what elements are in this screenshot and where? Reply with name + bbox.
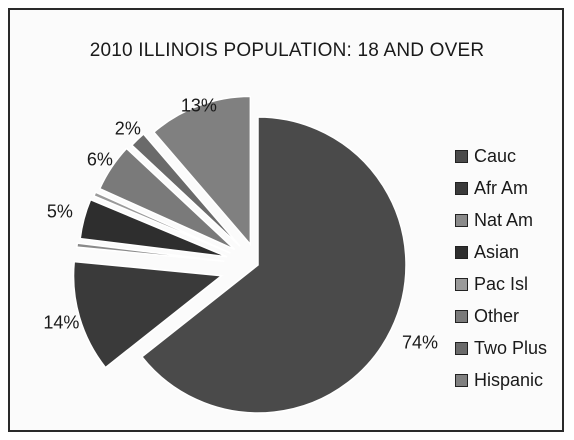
- legend-label: Hispanic: [474, 369, 544, 390]
- slice-label-afr-am: 14%: [43, 312, 80, 333]
- legend-swatch: [455, 277, 468, 291]
- legend-label: Asian: [474, 241, 520, 262]
- slice-label-hispanic: 13%: [180, 95, 217, 116]
- slice-label-other: 6%: [86, 149, 113, 170]
- legend-item-cauc: Cauc: [455, 140, 565, 172]
- legend-item-nat-am: Nat Am: [455, 204, 565, 236]
- legend-label: Afr Am: [474, 177, 529, 198]
- legend-item-other: Other: [455, 300, 565, 332]
- pie-slice-hispanic: [152, 95, 252, 247]
- pie-slice-afr-am: [72, 260, 224, 369]
- pie-slice-pac-isl: [92, 191, 231, 254]
- pie-slice-other: [98, 147, 236, 251]
- legend-swatch: [455, 245, 468, 259]
- legend-swatch: [455, 341, 468, 355]
- legend-swatch: [455, 373, 468, 387]
- legend-swatch: [455, 149, 468, 163]
- legend-item-asian: Asian: [455, 236, 565, 268]
- legend-label: Two Plus: [474, 337, 548, 358]
- legend-label: Cauc: [474, 145, 517, 166]
- legend-item-hispanic: Hispanic: [455, 364, 565, 396]
- legend: Cauc Afr Am Nat Am Asian Pac Isl Other Two Plu…: [455, 140, 565, 396]
- legend-item-pac-isl: Pac Isl: [455, 268, 565, 300]
- pie-slice-two-plus: [130, 132, 241, 247]
- legend-label: Other: [474, 305, 520, 326]
- legend-swatch: [455, 213, 468, 227]
- legend-item-afr-am: Afr Am: [455, 172, 565, 204]
- slice-label-asian: 5%: [46, 201, 73, 222]
- legend-item-two-plus: Two Plus: [455, 332, 565, 364]
- pie-slice-cauc: [140, 116, 407, 414]
- legend-label: Pac Isl: [474, 273, 529, 294]
- legend-swatch: [455, 309, 468, 323]
- pie-slice-asian: [79, 198, 228, 258]
- legend-swatch: [455, 181, 468, 195]
- pie-slice-nat-am: [76, 242, 225, 263]
- slice-label-two-plus: 2%: [114, 118, 141, 139]
- chart-title: 2010 ILLINOIS POPULATION: 18 AND OVER: [89, 40, 485, 61]
- legend-label: Nat Am: [474, 209, 534, 230]
- slice-label-cauc: 74%: [402, 332, 439, 353]
